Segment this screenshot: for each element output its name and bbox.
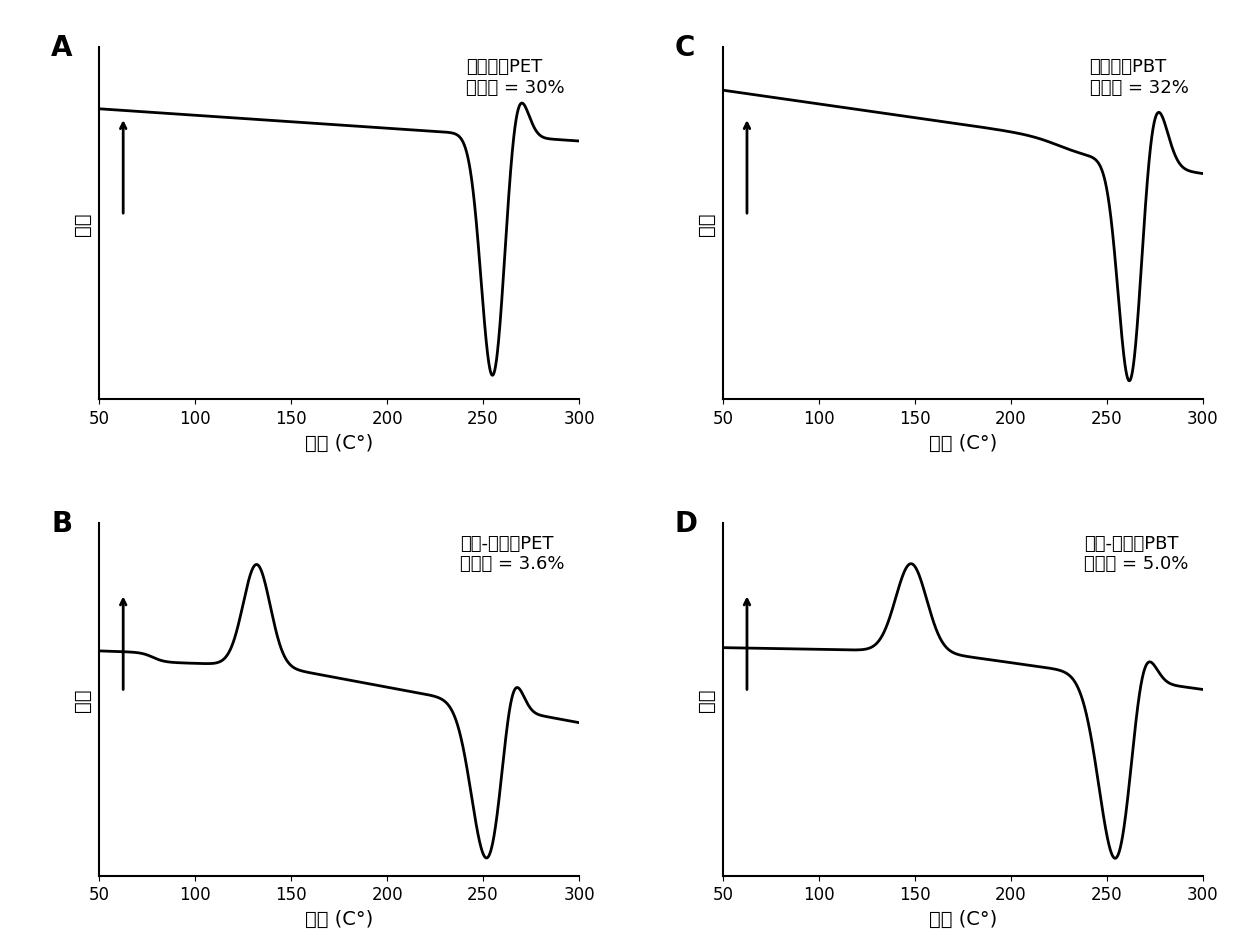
X-axis label: 温度 (C°): 温度 (C°) — [305, 433, 373, 452]
Text: 熔融-淬火后PET
结晶度 = 3.6%: 熔融-淬火后PET 结晶度 = 3.6% — [460, 534, 564, 573]
X-axis label: 温度 (C°): 温度 (C°) — [929, 433, 997, 452]
Y-axis label: 放热: 放热 — [697, 688, 715, 711]
Text: 塑料原料PET
结晶度 = 30%: 塑料原料PET 结晶度 = 30% — [466, 58, 564, 97]
Y-axis label: 放热: 放热 — [73, 212, 92, 235]
Y-axis label: 放热: 放热 — [73, 688, 92, 711]
X-axis label: 温度 (C°): 温度 (C°) — [305, 909, 373, 928]
Y-axis label: 放热: 放热 — [697, 212, 715, 235]
Text: B: B — [51, 509, 72, 537]
Text: 熔融-淬火后PBT
结晶度 = 5.0%: 熔融-淬火后PBT 结晶度 = 5.0% — [1084, 534, 1188, 573]
Text: C: C — [675, 33, 696, 62]
Text: 塑料原料PBT
结晶度 = 32%: 塑料原料PBT 结晶度 = 32% — [1090, 58, 1188, 97]
Text: A: A — [51, 33, 73, 62]
X-axis label: 温度 (C°): 温度 (C°) — [929, 909, 997, 928]
Text: D: D — [675, 509, 698, 537]
